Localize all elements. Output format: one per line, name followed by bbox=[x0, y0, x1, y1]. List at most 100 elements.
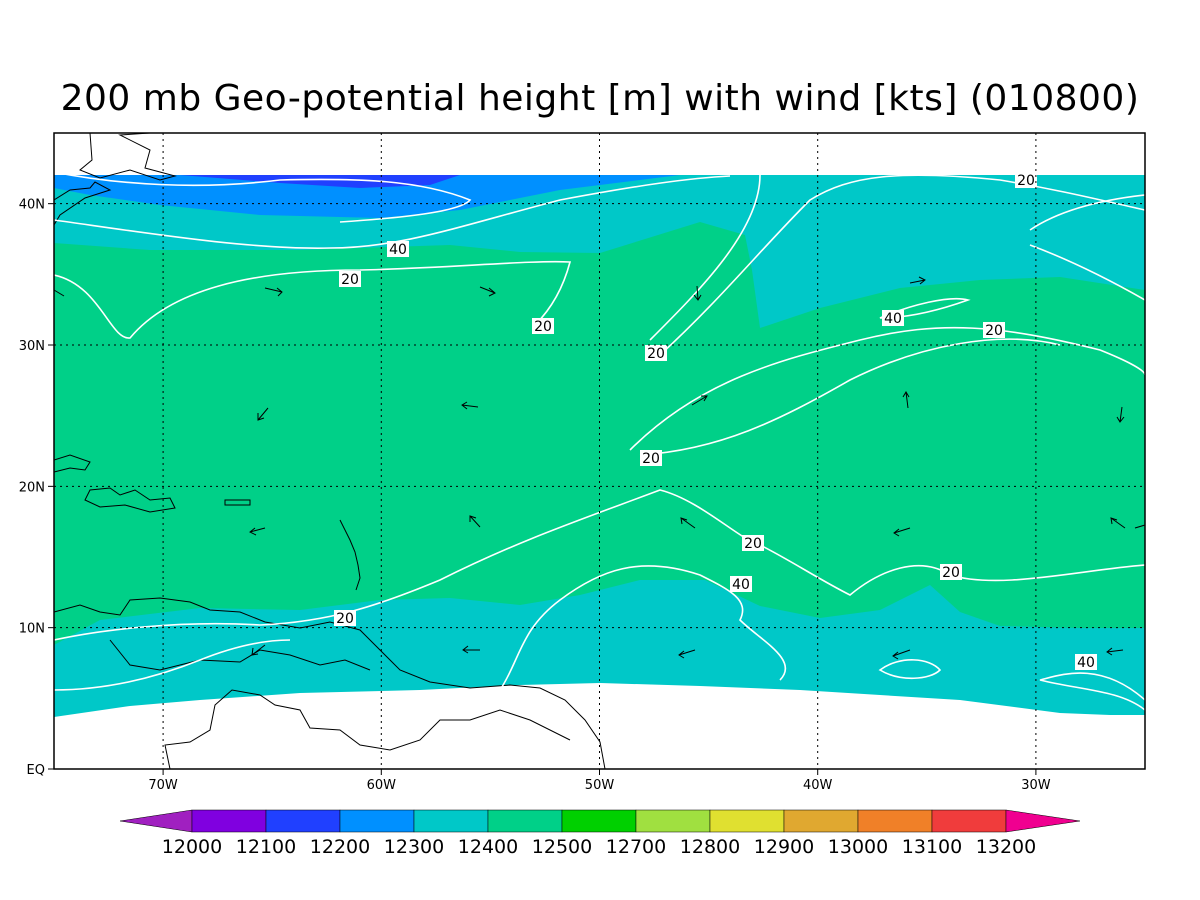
svg-text:40: 40 bbox=[1077, 655, 1095, 671]
colorbar-label: 12300 bbox=[384, 836, 444, 858]
contour-label: 20 bbox=[983, 322, 1005, 339]
south-america-coast bbox=[54, 597, 606, 769]
wind-arrow bbox=[693, 285, 702, 301]
lat-tick-label: 10N bbox=[19, 622, 45, 637]
wind-arrow bbox=[909, 276, 926, 285]
wind-contour bbox=[54, 175, 731, 249]
wind-arrow bbox=[678, 649, 696, 659]
svg-text:40: 40 bbox=[884, 311, 902, 327]
colorbar-swatch bbox=[783, 809, 859, 833]
cuba-coast bbox=[54, 454, 91, 473]
orinoco-region bbox=[109, 639, 371, 671]
wind-arrow bbox=[1134, 524, 1146, 529]
wind-arrow bbox=[462, 645, 480, 654]
wind-contour bbox=[1029, 194, 1145, 231]
lat-tick-label: 20N bbox=[19, 480, 45, 495]
wind-arrow bbox=[264, 287, 283, 297]
chart-title: 200 mb Geo-potential height [m] with win… bbox=[60, 78, 1140, 119]
wind-contour bbox=[54, 171, 472, 223]
lat-tick-label: 40N bbox=[19, 198, 45, 213]
colorbar-swatch bbox=[635, 809, 711, 833]
colorbar-label: 12000 bbox=[162, 836, 222, 858]
wind-contour bbox=[659, 174, 1145, 356]
coastline-layer bbox=[54, 133, 606, 769]
hispaniola-coast bbox=[84, 487, 176, 513]
wind-contour bbox=[1039, 672, 1145, 711]
colorbar-swatch bbox=[339, 809, 415, 833]
colorbar-swatch bbox=[413, 809, 489, 833]
height-band-12100 bbox=[180, 175, 460, 188]
axis-label-layer: 70W 60W 50W 40W 30W 40N 30N 20N 10N EQ bbox=[19, 198, 1051, 793]
colorbar-label: 12700 bbox=[606, 836, 666, 858]
svg-text:20: 20 bbox=[985, 323, 1003, 339]
colorbar-swatch bbox=[487, 809, 563, 833]
svg-text:20: 20 bbox=[336, 611, 354, 627]
wind-contour bbox=[54, 639, 291, 691]
colorbar-label: 13200 bbox=[976, 836, 1036, 858]
colorbar-swatch bbox=[931, 809, 1007, 833]
lat-tick-label: 30N bbox=[19, 339, 45, 354]
svg-text:20: 20 bbox=[341, 272, 359, 288]
contour-label-layer: 20 40 20 20 20 40 20 20 20 40 20 20 40 bbox=[334, 172, 1097, 671]
colorbar-label: 12800 bbox=[680, 836, 740, 858]
colorbar-swatch bbox=[857, 809, 933, 833]
svg-text:40: 40 bbox=[389, 242, 407, 258]
contour-label: 20 bbox=[1015, 172, 1037, 189]
graticule-layer bbox=[54, 133, 1145, 769]
contour-label: 20 bbox=[742, 535, 764, 552]
colorbar-low-extension bbox=[119, 809, 193, 833]
colorbar-label: 13000 bbox=[828, 836, 888, 858]
wind-arrow bbox=[251, 644, 266, 656]
colorbar-label: 12900 bbox=[754, 836, 814, 858]
colorbar-swatch bbox=[561, 809, 637, 833]
contour-label: 20 bbox=[334, 610, 356, 627]
contour-label: 20 bbox=[339, 271, 361, 288]
lon-tick-label: 30W bbox=[1021, 778, 1051, 793]
wind-contour bbox=[629, 326, 1145, 451]
svg-text:20: 20 bbox=[1017, 173, 1035, 189]
wind-contour-layer bbox=[54, 171, 1145, 711]
wind-arrow bbox=[1106, 647, 1124, 656]
new-england-coast bbox=[54, 181, 112, 226]
wind-arrow bbox=[691, 395, 708, 406]
svg-text:20: 20 bbox=[647, 346, 665, 362]
wind-contour bbox=[639, 338, 1061, 456]
svg-text:20: 20 bbox=[534, 319, 552, 335]
svg-text:20: 20 bbox=[744, 536, 762, 552]
contour-label: 40 bbox=[387, 241, 409, 258]
wind-arrow bbox=[893, 527, 911, 537]
colorbar-label: 13100 bbox=[902, 836, 962, 858]
colorbar-swatch bbox=[265, 809, 341, 833]
colorbar-label: 12100 bbox=[236, 836, 296, 858]
contour-label: 40 bbox=[882, 310, 904, 327]
wind-arrow bbox=[479, 286, 496, 297]
svg-text:40: 40 bbox=[732, 577, 750, 593]
lon-tick-label: 50W bbox=[585, 778, 615, 793]
lat-tick-label: EQ bbox=[27, 763, 45, 778]
svg-text:20: 20 bbox=[942, 565, 960, 581]
lon-tick-label: 40W bbox=[803, 778, 833, 793]
contour-label: 20 bbox=[645, 345, 667, 362]
wind-contour bbox=[879, 297, 971, 319]
wind-arrow bbox=[257, 407, 269, 421]
wind-arrow bbox=[1116, 406, 1125, 423]
colorbar-label: 12500 bbox=[532, 836, 592, 858]
contour-label: 40 bbox=[730, 576, 752, 593]
puerto-rico-coast bbox=[224, 499, 251, 506]
wind-arrow bbox=[249, 527, 266, 536]
contour-label: 20 bbox=[940, 564, 962, 581]
wind-contour bbox=[649, 174, 761, 341]
svg-text:20: 20 bbox=[642, 451, 660, 467]
wind-contour bbox=[499, 565, 787, 691]
colorbar-swatch bbox=[709, 809, 785, 833]
wind-contour bbox=[1029, 244, 1145, 301]
contour-label: 40 bbox=[1075, 654, 1097, 671]
colorbar-label: 12200 bbox=[310, 836, 370, 858]
wind-arrow bbox=[469, 515, 481, 528]
lon-tick-label: 70W bbox=[148, 778, 178, 793]
wind-arrow bbox=[461, 401, 479, 410]
colorbar-label: 12400 bbox=[458, 836, 518, 858]
wind-contour bbox=[878, 659, 942, 680]
wind-arrow bbox=[680, 517, 696, 529]
wind-arrow bbox=[902, 391, 910, 409]
